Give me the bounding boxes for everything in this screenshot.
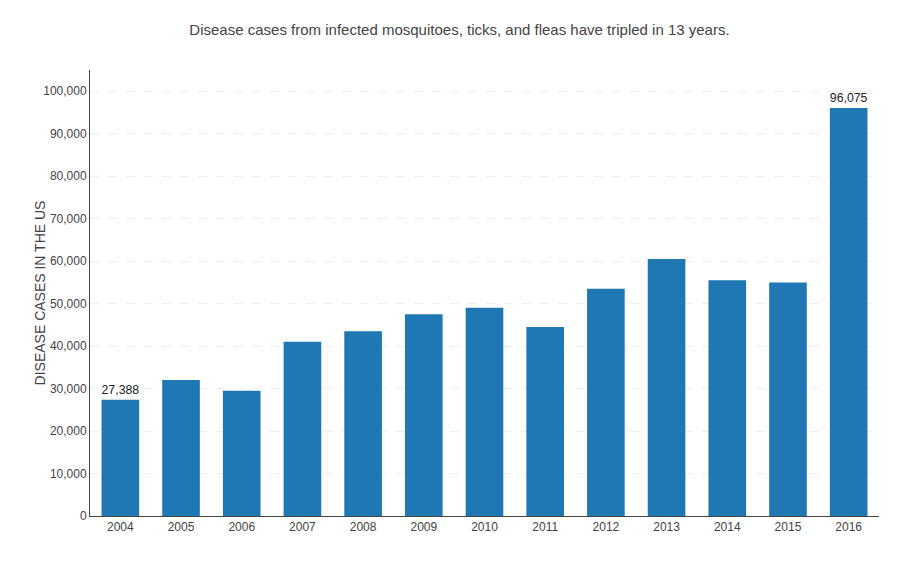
svg-text:2004: 2004 bbox=[107, 520, 134, 534]
svg-text:40,000: 40,000 bbox=[50, 339, 87, 353]
svg-text:2015: 2015 bbox=[775, 520, 802, 534]
svg-text:2005: 2005 bbox=[168, 520, 195, 534]
svg-text:2010: 2010 bbox=[471, 520, 498, 534]
svg-text:2014: 2014 bbox=[714, 520, 741, 534]
svg-text:Disease cases from infected mo: Disease cases from infected mosquitoes, … bbox=[189, 21, 729, 38]
svg-text:2012: 2012 bbox=[593, 520, 620, 534]
svg-text:100,000: 100,000 bbox=[43, 84, 87, 98]
svg-text:DISEASE CASES IN THE US: DISEASE CASES IN THE US bbox=[32, 201, 48, 386]
svg-text:30,000: 30,000 bbox=[50, 382, 87, 396]
svg-text:2016: 2016 bbox=[835, 520, 862, 534]
svg-text:2008: 2008 bbox=[350, 520, 377, 534]
svg-text:96,075: 96,075 bbox=[830, 91, 868, 105]
svg-text:90,000: 90,000 bbox=[50, 127, 87, 141]
svg-text:2013: 2013 bbox=[653, 520, 680, 534]
svg-text:0: 0 bbox=[80, 509, 87, 523]
svg-text:2007: 2007 bbox=[289, 520, 316, 534]
svg-text:2011: 2011 bbox=[532, 520, 558, 534]
svg-text:60,000: 60,000 bbox=[50, 254, 87, 268]
svg-text:2006: 2006 bbox=[228, 520, 255, 534]
svg-text:27,388: 27,388 bbox=[102, 383, 140, 397]
svg-text:20,000: 20,000 bbox=[50, 424, 87, 438]
svg-text:70,000: 70,000 bbox=[50, 212, 87, 226]
svg-text:80,000: 80,000 bbox=[50, 169, 87, 183]
svg-text:2009: 2009 bbox=[410, 520, 437, 534]
svg-text:50,000: 50,000 bbox=[50, 297, 87, 311]
svg-text:10,000: 10,000 bbox=[50, 467, 87, 481]
